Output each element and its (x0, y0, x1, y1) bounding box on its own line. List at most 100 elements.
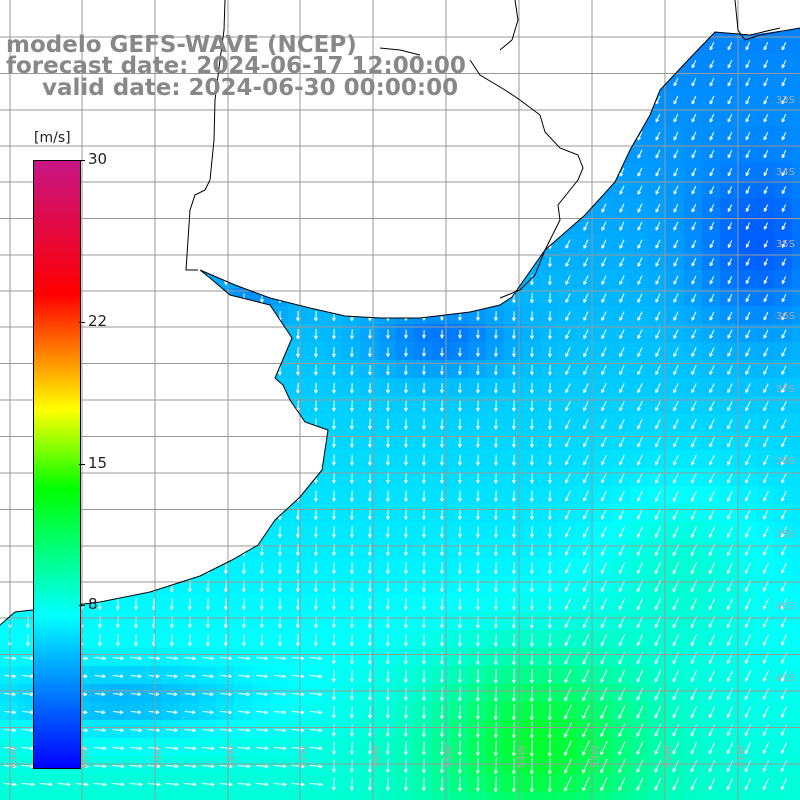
wind-arrow (583, 293, 589, 303)
wind-arrow (547, 597, 552, 611)
sea-cell (648, 72, 667, 91)
wind-arrow (274, 674, 287, 679)
sea-cell (504, 612, 523, 631)
sea-cell (630, 720, 649, 739)
sea-cell (486, 450, 505, 469)
sea-cell (18, 612, 37, 631)
wind-arrow (673, 347, 679, 357)
wind-arrow (637, 490, 643, 502)
wind-arrow (422, 131, 426, 141)
wind-arrow (726, 778, 734, 791)
sea-cell (702, 396, 721, 415)
wind-arrow (403, 723, 408, 737)
wind-arrow (530, 28, 534, 33)
wind-arrow (440, 365, 444, 375)
wind-arrow (201, 746, 215, 751)
sea-cell (594, 162, 613, 181)
wind-arrow (619, 257, 625, 267)
sea-cell (180, 396, 199, 415)
sea-cell (594, 774, 613, 793)
sea-cell (378, 162, 397, 181)
wind-arrow (97, 400, 102, 412)
sea-cell (522, 576, 541, 595)
sea-cell (522, 54, 541, 73)
wind-arrow (619, 490, 625, 502)
sea-cell (684, 432, 703, 451)
wind-arrow (655, 472, 661, 484)
wind-arrow (166, 710, 178, 715)
sea-cell (720, 702, 739, 721)
wind-arrow (206, 257, 210, 268)
sea-cell (234, 306, 253, 325)
wind-arrow (439, 598, 444, 611)
sea-cell (162, 378, 181, 397)
sea-cell (648, 288, 667, 307)
sea-cell (522, 396, 541, 415)
wind-arrow (332, 149, 336, 159)
wind-arrow (512, 221, 516, 231)
wind-arrow (296, 203, 300, 213)
wind-arrow (134, 28, 138, 33)
sea-cell (792, 504, 800, 523)
sea-cell (702, 306, 721, 325)
wind-arrow (583, 526, 589, 538)
wind-arrow (565, 401, 571, 412)
wind-arrow (188, 239, 192, 250)
colorbar-tick-mark (79, 605, 85, 607)
sea-cell (342, 486, 361, 505)
wind-arrow (636, 741, 644, 755)
wind-arrow (458, 275, 462, 286)
sea-cell (702, 288, 721, 307)
lon-label: 60W (80, 745, 91, 768)
wind-arrow (512, 347, 516, 358)
wind-arrow (224, 239, 228, 250)
wind-arrow (331, 454, 336, 466)
wind-arrow (547, 293, 552, 304)
wind-arrow (313, 311, 318, 322)
wind-arrow (130, 710, 142, 715)
wind-arrow (25, 382, 30, 394)
sea-cell (612, 162, 631, 181)
wind-arrow (310, 674, 323, 679)
sea-cell (612, 288, 631, 307)
wind-arrow (691, 257, 697, 267)
sea-cell (774, 144, 793, 163)
sea-cell (0, 162, 19, 181)
sea-cell (0, 558, 19, 577)
sea-cell (774, 324, 793, 343)
sea-cell (648, 576, 667, 595)
wind-arrow (709, 311, 715, 321)
sea-cell (666, 216, 685, 235)
wind-arrow (763, 41, 769, 51)
sea-cell (702, 792, 721, 800)
sea-cell (666, 774, 685, 793)
sea-cell (774, 306, 793, 325)
wind-arrow (781, 293, 787, 303)
sea-cell (450, 28, 469, 37)
sea-cell (774, 684, 793, 703)
wind-arrow (493, 740, 498, 757)
sea-cell (162, 450, 181, 469)
sea-cell (756, 594, 775, 613)
sea-cell (774, 162, 793, 181)
sea-cell (126, 486, 145, 505)
sea-cell (648, 702, 667, 721)
wind-arrow (727, 28, 733, 33)
sea-cell (612, 540, 631, 559)
sea-cell (504, 594, 523, 613)
wind-arrow (763, 131, 769, 141)
wind-arrow (314, 28, 318, 33)
sea-cell (180, 450, 199, 469)
wind-arrow (476, 257, 480, 268)
wind-arrow (601, 113, 607, 123)
wind-arrow (130, 674, 142, 679)
wind-arrow (205, 328, 210, 340)
sea-cell (126, 774, 145, 793)
wind-arrow (476, 28, 480, 33)
sea-cell (360, 162, 379, 181)
sea-cell (216, 414, 235, 433)
sea-cell (684, 648, 703, 667)
sea-cell (468, 126, 487, 145)
wind-arrow (583, 490, 589, 502)
sea-cell (270, 234, 289, 253)
